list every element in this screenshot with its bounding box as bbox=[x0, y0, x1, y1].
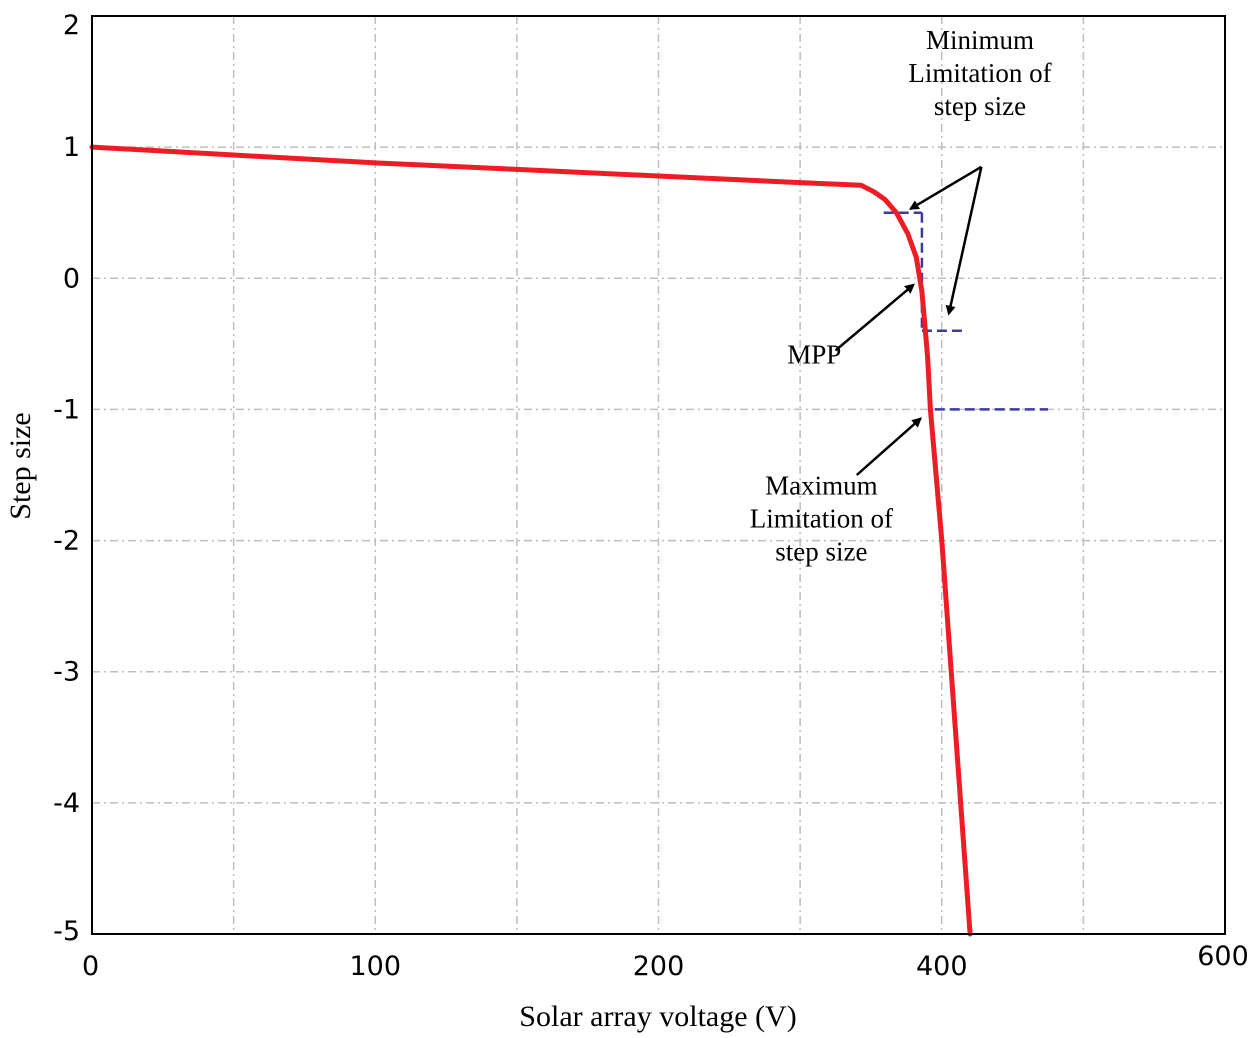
y-tick-label-3: -1 bbox=[53, 394, 80, 425]
minimum-limitation-text-line-1: Limitation of bbox=[908, 58, 1051, 88]
y-tick-label-1: 1 bbox=[63, 132, 80, 163]
plot-frame bbox=[91, 15, 1226, 935]
minimum-limitation-arrow-1 bbox=[945, 166, 983, 316]
y-tick-label-7: -5 bbox=[53, 916, 80, 947]
x-tick-label-2: 200 bbox=[633, 951, 685, 982]
maximum-limitation-text-line-2: step size bbox=[775, 537, 867, 567]
x-axis-ticks: 0 100 200 400 600 bbox=[82, 941, 1249, 982]
grid bbox=[92, 16, 1225, 934]
maximum-limitation-arrow-0 bbox=[855, 417, 923, 476]
x-tick-label-4: 600 bbox=[1197, 941, 1249, 972]
y-axis-title: Step size bbox=[4, 412, 37, 519]
x-tick-label-1: 100 bbox=[349, 951, 401, 982]
maximum-limitation-text-line-0: Maximum bbox=[765, 471, 878, 501]
mpp-text-line-0: MPP bbox=[787, 340, 841, 370]
x-tick-label-0: 0 bbox=[82, 951, 99, 982]
minimum-limitation-arrow-0 bbox=[908, 165, 983, 210]
y-tick-label-5: -3 bbox=[53, 657, 80, 688]
minimum-limitation-text-line-0: Minimum bbox=[926, 25, 1034, 55]
y-tick-label-2: 0 bbox=[63, 263, 80, 294]
mpp-arrow-0 bbox=[834, 283, 915, 352]
x-tick-label-3: 400 bbox=[916, 951, 968, 982]
series-line-0 bbox=[89, 144, 973, 937]
y-tick-label-6: -4 bbox=[53, 788, 80, 819]
minimum-limitation-text-line-2: step size bbox=[934, 91, 1026, 121]
y-tick-label-4: -2 bbox=[53, 526, 80, 557]
x-axis-title: Solar array voltage (V) bbox=[519, 1000, 796, 1033]
y-tick-label-0: 2 bbox=[63, 10, 80, 41]
maximum-limitation-text-line-1: Limitation of bbox=[750, 504, 893, 534]
series bbox=[89, 144, 973, 937]
y-axis-ticks: 2 1 0 -1 -2 -3 -4 -5 bbox=[53, 10, 80, 947]
